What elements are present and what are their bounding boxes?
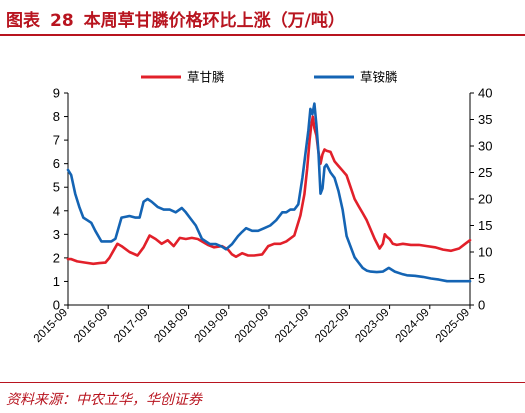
source-note: 资料来源：中农立华，华创证券 [6,392,202,408]
x-tick-label: 2020-09 [233,307,271,345]
left-tick-label: 7 [53,133,60,148]
left-tick-label: 5 [53,180,60,195]
line-chart: 0 1 2 3 4 5 6 7 8 9 0 5 10 15 20 25 30 35 40 2015-09 2016-… [32,70,493,345]
left-tick-label: 4 [53,203,60,218]
legend-label: 草铵膦 [360,70,398,85]
legend: 草甘膦 草铵膦 [141,70,398,85]
figure-caption: 本周草甘膦价格环比上涨（万/吨） [83,11,345,31]
title-underline [0,34,525,36]
x-tick-label: 2022-09 [313,307,351,345]
legend-item-glufosinate: 草铵膦 [314,70,398,85]
right-y-axis: 0 5 10 15 20 25 30 35 40 [470,86,492,313]
figure-title: 图表 28 本周草甘膦价格环比上涨（万/吨） [6,6,355,31]
legend-item-glyphosate: 草甘膦 [141,70,225,85]
x-tick-label: 2015-09 [32,307,70,345]
series-line-glyphosate [66,115,472,266]
x-axis: 2015-09 2016-09 2017-09 2018-09 2019-09 2020-… [32,305,472,345]
left-tick-label: 3 [53,227,60,242]
x-tick-label: 2021-09 [273,307,311,345]
series-line-glufosinate [66,102,472,283]
left-tick-label: 2 [53,250,60,265]
right-tick-label: 20 [478,192,492,207]
right-tick-label: 40 [478,86,492,101]
figure-header: 图表 28 本周草甘膦价格环比上涨（万/吨） [0,0,525,40]
source-divider [0,382,525,383]
x-tick-label: 2025-09 [434,307,472,345]
right-tick-label: 5 [478,271,485,286]
right-tick-label: 35 [478,112,492,127]
right-tick-label: 25 [478,165,492,180]
right-tick-label: 15 [478,218,492,233]
x-tick-label: 2024-09 [394,307,432,345]
left-tick-label: 0 [53,298,60,313]
x-tick-label: 2016-09 [72,307,110,345]
right-tick-label: 0 [478,298,485,313]
plot-frame [67,93,471,306]
x-tick-label: 2017-09 [112,307,150,345]
x-tick-label: 2019-09 [193,307,231,345]
x-tick-label: 2023-09 [353,307,391,345]
right-tick-label: 30 [478,139,492,154]
left-tick-label: 8 [53,109,60,124]
figure-label: 图表 [6,11,40,31]
legend-label: 草甘膦 [187,70,225,85]
x-tick-label: 2018-09 [152,307,190,345]
series-layer [66,102,472,283]
left-tick-label: 9 [53,86,60,101]
left-y-axis: 0 1 2 3 4 5 6 7 8 9 [53,86,68,313]
left-tick-label: 1 [53,274,60,289]
left-tick-label: 6 [53,156,60,171]
figure-number: 28 [50,11,74,31]
right-tick-label: 10 [478,245,492,260]
